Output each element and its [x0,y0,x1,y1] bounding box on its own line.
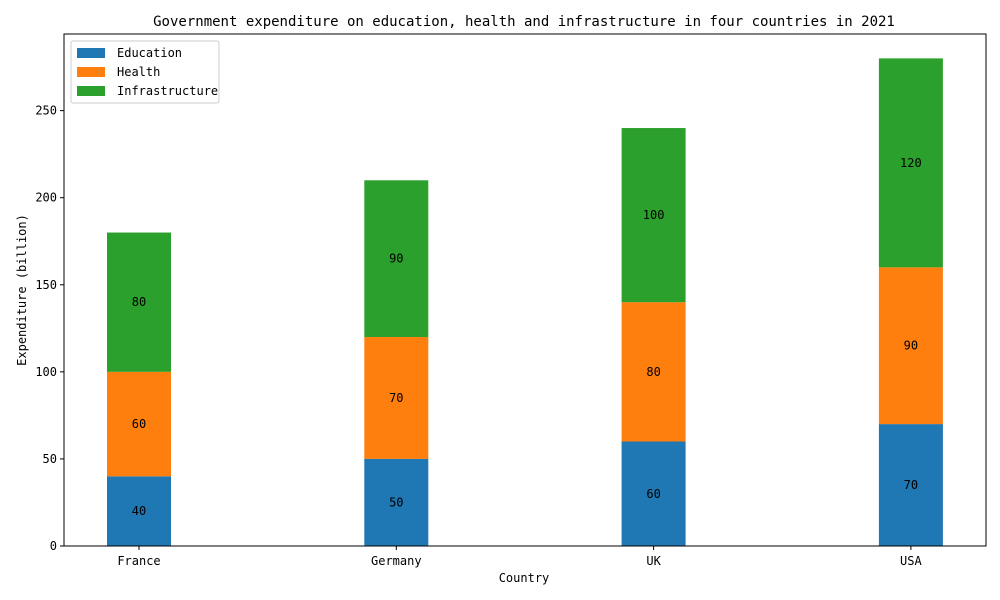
bar-health-germany [364,337,429,459]
chart-title: Government expenditure on education, hea… [153,14,895,30]
bar-infrastructure-usa [878,58,943,268]
data-labels-group: 40 60 80 50 70 90 60 80 100 70 90 120 [132,156,922,518]
y-tick-label: 150 [35,278,57,292]
y-axis-title: Expenditure (billion) [15,214,29,366]
x-tick-label-france: France [117,554,160,568]
x-tick-label-uk: UK [646,554,661,568]
y-tick-label: 200 [35,191,57,205]
y-axis: 0 50 100 150 200 250 [35,104,64,553]
plot-frame [63,33,987,547]
data-label-health-uk: 80 [646,365,660,379]
data-label-health-germany: 70 [389,391,403,405]
y-tick-label: 100 [35,365,57,379]
x-tick-label-germany: Germany [371,554,422,568]
y-tick-label: 0 [50,539,57,553]
data-label-health-usa: 90 [904,339,918,353]
data-label-infrastructure-usa: 120 [900,156,922,170]
x-axis-title: Country [499,571,550,585]
x-axis: France Germany UK USA [117,546,923,568]
data-label-education-france: 40 [132,504,146,518]
data-label-health-france: 60 [132,417,146,431]
legend-label-health: Health [117,65,160,79]
bar-infrastructure-uk [621,128,686,303]
y-tick-label: 250 [35,104,57,118]
legend-swatch-education [77,48,105,58]
y-tick-label: 50 [43,452,57,466]
bar-infrastructure-germany [364,180,429,338]
legend: Education Health Infrastructure [70,40,220,104]
data-label-education-usa: 70 [904,478,918,492]
legend-frame [70,40,220,104]
bar-health-uk [621,302,686,442]
data-label-infrastructure-uk: 100 [643,208,665,222]
bars-group [107,58,943,546]
legend-swatch-health [77,67,105,77]
bar-health-france [107,371,171,477]
data-label-infrastructure-france: 80 [132,295,146,309]
bar-education-usa [878,424,943,546]
legend-swatch-infrastructure [77,86,105,96]
data-label-education-uk: 60 [646,487,660,501]
x-tick-label-usa: USA [900,554,922,568]
bar-education-france [107,476,171,546]
legend-label-education: Education [117,46,182,60]
data-label-infrastructure-germany: 90 [389,252,403,266]
legend-label-infrastructure: Infrastructure [117,84,218,98]
bar-education-germany [364,458,429,546]
bar-infrastructure-france [107,232,171,372]
bar-education-uk [621,441,686,546]
data-label-education-germany: 50 [389,495,403,509]
bar-health-usa [878,267,943,425]
